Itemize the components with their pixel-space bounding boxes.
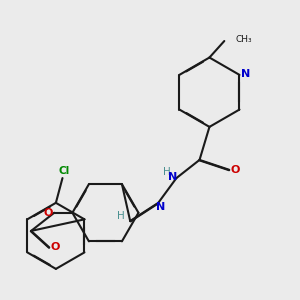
Text: N: N (156, 202, 166, 212)
Text: N: N (241, 69, 250, 79)
Text: N: N (168, 172, 177, 182)
Text: H: H (163, 167, 171, 177)
Text: O: O (44, 208, 53, 218)
Text: CH₃: CH₃ (236, 35, 253, 44)
Text: H: H (117, 211, 125, 221)
Text: Cl: Cl (58, 167, 70, 176)
Text: O: O (50, 242, 60, 252)
Text: O: O (230, 165, 240, 175)
